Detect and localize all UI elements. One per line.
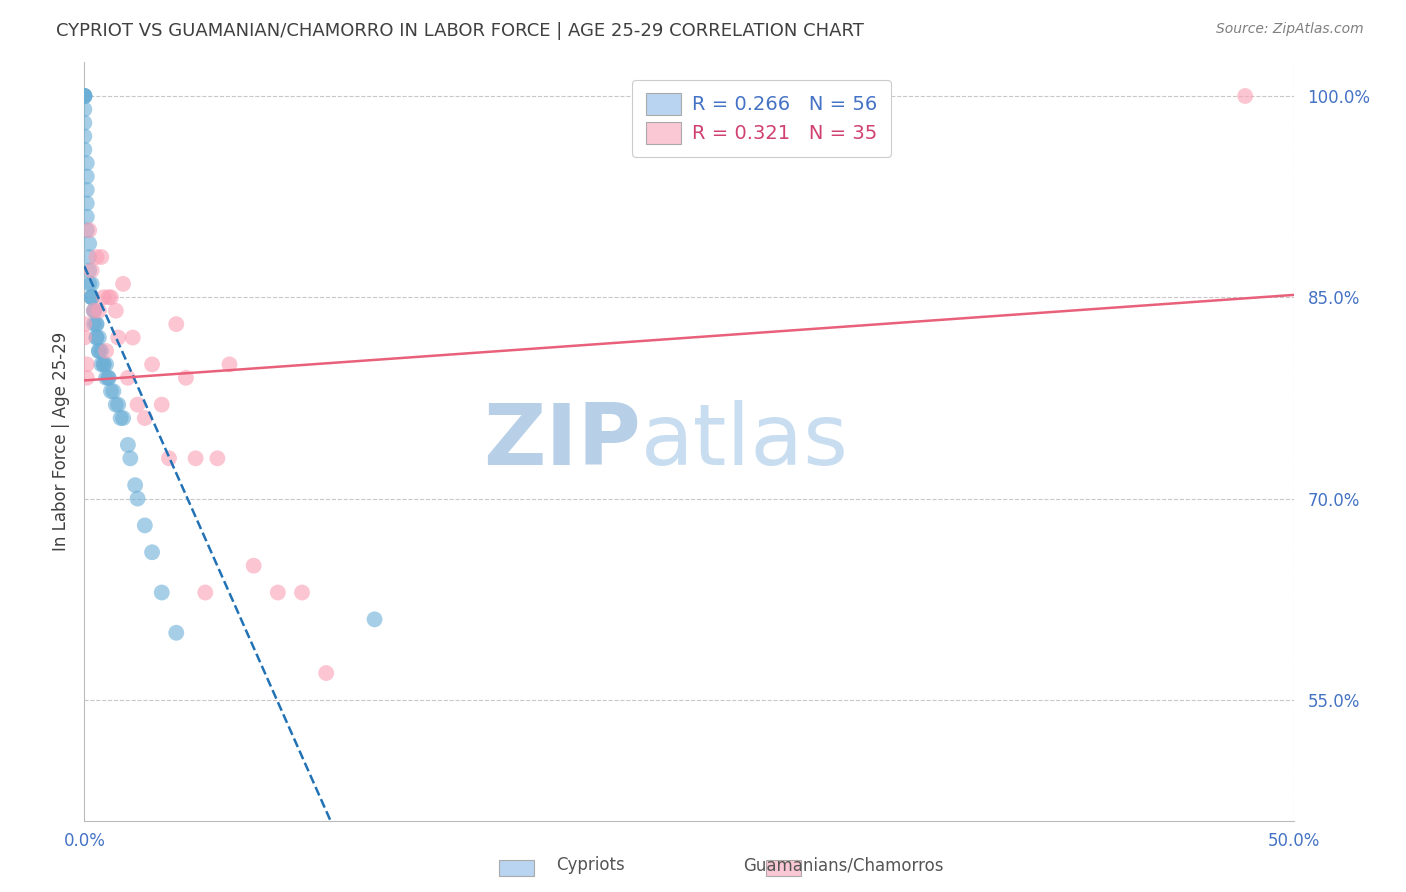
Point [110,411,132,425]
Point [86,250,108,264]
Point [86,330,108,344]
Point [86,317,108,331]
Point [73,89,96,103]
Point [100,290,122,304]
Point [80,263,103,277]
Point [93,290,115,304]
Point [157,451,180,466]
Point [150,398,173,412]
Point [124,478,146,492]
Point [73,89,96,103]
Text: Guamanians/Chamorros: Guamanians/Chamorros [744,856,943,874]
Point [104,303,127,318]
Point [73,317,96,331]
Point [363,612,385,626]
Point [87,303,110,318]
Point [77,263,100,277]
Point [112,277,135,291]
Point [100,384,122,399]
Point [83,303,105,318]
Point [94,343,117,358]
Y-axis label: In Labor Force | Age 25-29: In Labor Force | Age 25-29 [52,332,70,551]
Text: CYPRIOT VS GUAMANIAN/CHAMORRO IN LABOR FORCE | AGE 25-29 CORRELATION CHART: CYPRIOT VS GUAMANIAN/CHAMORRO IN LABOR F… [56,22,865,40]
Point [141,357,163,371]
Point [121,330,143,344]
Point [73,103,96,117]
Point [93,357,115,371]
Point [1234,89,1257,103]
Point [165,625,187,640]
Point [87,343,110,358]
Point [107,330,129,344]
Point [117,438,139,452]
Point [120,451,142,466]
Point [218,357,240,371]
Point [90,357,112,371]
Point [73,129,96,144]
Point [86,330,108,344]
Text: atlas: atlas [641,400,849,483]
Point [315,666,337,681]
Point [73,89,96,103]
Point [77,277,100,291]
Point [134,411,156,425]
Point [77,250,100,264]
Point [107,398,129,412]
Point [97,371,120,385]
Point [184,451,207,466]
Point [86,317,108,331]
Point [97,371,120,385]
Point [76,371,98,385]
Point [76,156,98,170]
Point [83,303,105,318]
Point [90,343,112,358]
Point [76,357,98,371]
Point [83,317,105,331]
Point [87,330,110,344]
Point [194,585,217,599]
Point [73,143,96,157]
Point [127,491,149,506]
Point [80,290,103,304]
Point [97,290,120,304]
Point [112,411,135,425]
Point [134,518,156,533]
Text: ZIP: ZIP [482,400,641,483]
Point [83,303,105,318]
Point [94,357,117,371]
Point [80,290,103,304]
Point [174,371,197,385]
Point [76,196,98,211]
Point [141,545,163,559]
Point [93,357,115,371]
Point [73,89,96,103]
Point [77,223,100,237]
Point [127,398,149,412]
Point [104,398,127,412]
Point [76,223,98,237]
Point [90,250,112,264]
Point [94,371,117,385]
Text: Source: ZipAtlas.com: Source: ZipAtlas.com [1216,22,1364,37]
Point [76,183,98,197]
Point [73,330,96,344]
Point [150,585,173,599]
Point [267,585,290,599]
Point [207,451,229,466]
Legend: R = 0.266   N = 56, R = 0.321   N = 35: R = 0.266 N = 56, R = 0.321 N = 35 [631,79,891,157]
Point [76,210,98,224]
Point [291,585,314,599]
Point [117,371,139,385]
Text: Cypriots: Cypriots [557,856,624,874]
Point [76,169,98,184]
Point [87,343,110,358]
Point [80,277,103,291]
Point [73,116,96,130]
Point [73,89,96,103]
Point [80,290,103,304]
Point [77,236,100,251]
Point [103,384,125,399]
Point [242,558,264,573]
Point [165,317,187,331]
